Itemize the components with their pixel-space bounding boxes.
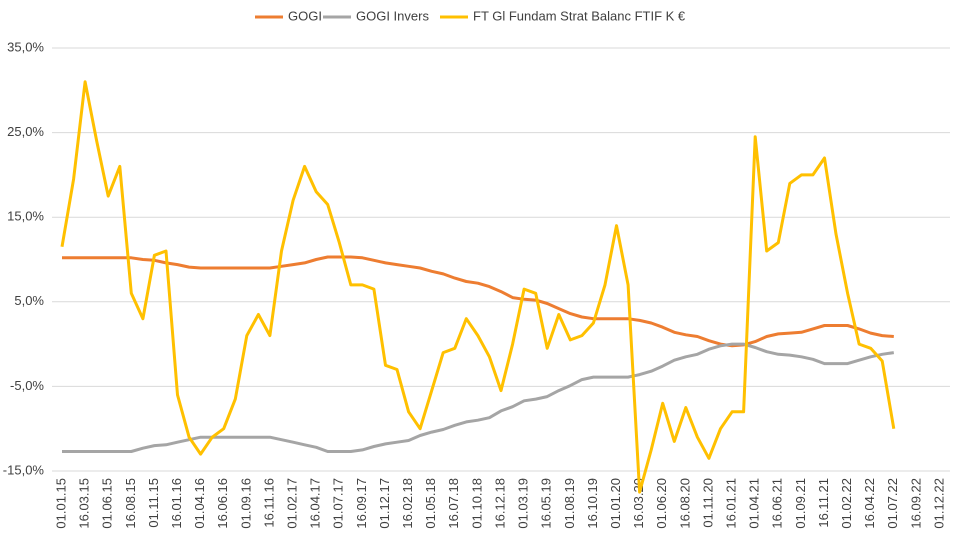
x-tick-label: 01.03.19	[516, 478, 531, 529]
x-tick-label: 16.11.21	[816, 478, 831, 528]
x-tick-label: 01.12.22	[931, 478, 946, 529]
x-tick-label: 16.06.16	[215, 478, 230, 529]
x-tick-label: 01.04.16	[192, 478, 207, 529]
x-tick-label: 16.01.21	[723, 478, 738, 529]
x-tick-label: 16.01.16	[169, 478, 184, 529]
x-tick-label: 01.12.17	[377, 478, 392, 529]
series-line	[60, 80, 896, 494]
x-tick-label: 01.08.19	[562, 478, 577, 529]
y-tick-label: -15,0%	[3, 462, 45, 477]
x-tick-label: 16.07.18	[446, 478, 461, 529]
x-tick-label: 16.11.16	[261, 478, 276, 528]
x-tick-label: 01.02.22	[839, 478, 854, 529]
x-tick-label: 01.11.20	[700, 478, 715, 528]
x-tick-label: 16.03.20	[631, 478, 646, 529]
x-tick-label: 16.10.19	[585, 478, 600, 529]
x-tick-label: 01.01.15	[53, 478, 68, 529]
legend-label: GOGI Invers	[356, 8, 429, 23]
x-tick-label: 16.12.18	[492, 478, 507, 529]
x-tick-label: 16.04.22	[862, 478, 877, 529]
y-tick-label: 5,0%	[14, 293, 44, 308]
legend-label: FT Gl Fundam Strat Balanc FTIF K €	[473, 8, 686, 23]
x-tick-label: 01.05.18	[423, 478, 438, 529]
y-tick-label: -5,0%	[10, 378, 44, 393]
x-tick-label: 16.03.15	[77, 478, 92, 529]
x-tick-label: 16.04.17	[308, 478, 323, 529]
y-tick-label: 35,0%	[7, 39, 44, 54]
x-tick-label: 01.06.20	[654, 478, 669, 529]
x-tick-label: 01.06.15	[100, 478, 115, 529]
x-tick-label: 01.10.18	[469, 478, 484, 529]
x-tick-label: 16.09.22	[908, 478, 923, 529]
x-tick-label: 01.04.21	[747, 478, 762, 529]
x-tick-label: 16.05.19	[539, 478, 554, 529]
x-tick-label: 16.08.20	[677, 478, 692, 529]
x-tick-label: 01.01.20	[608, 478, 623, 529]
y-tick-label: 15,0%	[7, 209, 44, 224]
x-tick-label: 16.02.18	[400, 478, 415, 529]
x-tick-label: 16.08.15	[123, 478, 138, 529]
x-tick-label: 01.07.17	[331, 478, 346, 529]
x-tick-label: 01.02.17	[284, 478, 299, 529]
legend-label: GOGI	[288, 8, 322, 23]
x-tick-label: 01.07.22	[885, 478, 900, 529]
series-line	[62, 255, 894, 348]
x-tick-label: 16.09.17	[354, 478, 369, 529]
y-tick-label: 25,0%	[7, 124, 44, 139]
x-tick-label: 01.09.16	[238, 478, 253, 529]
x-tick-label: 01.09.21	[793, 478, 808, 529]
x-tick-label: 16.06.21	[770, 478, 785, 529]
series-line	[62, 342, 895, 453]
x-tick-label: 01.11.15	[146, 478, 161, 528]
